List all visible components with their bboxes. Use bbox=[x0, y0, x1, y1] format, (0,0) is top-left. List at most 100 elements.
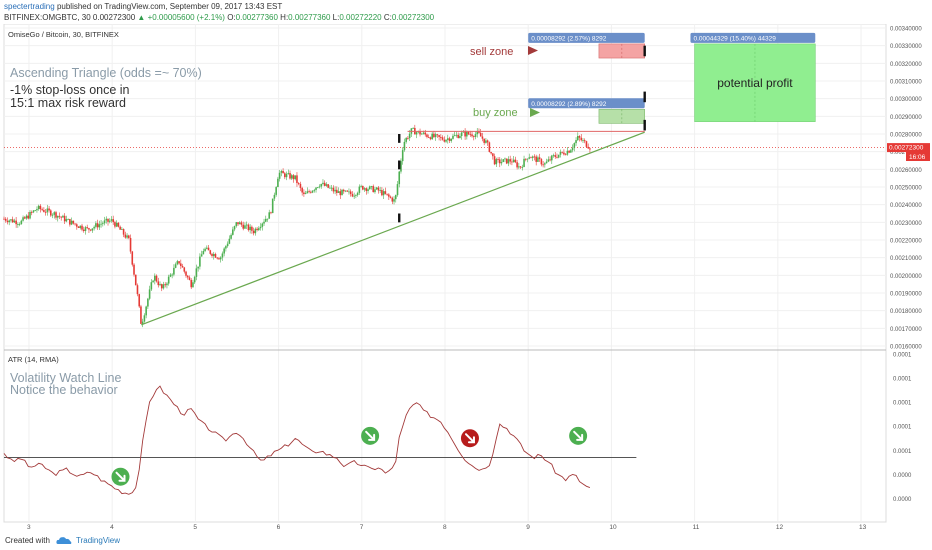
high-label: H: bbox=[280, 13, 289, 22]
tradingview-cloud-icon bbox=[56, 537, 72, 544]
candle-body bbox=[226, 243, 229, 247]
candle-body bbox=[238, 222, 241, 225]
time-tick-label: 3 bbox=[27, 524, 31, 531]
candle-body bbox=[15, 220, 17, 225]
atr-axis[interactable]: 0.0001 0.0001 0.0001 0.0001 0.0001 0.0000 0.00… bbox=[893, 353, 912, 503]
candle-body bbox=[443, 139, 446, 142]
candle-body bbox=[391, 197, 394, 202]
candle-body bbox=[415, 132, 418, 135]
candle-body bbox=[43, 210, 45, 212]
candle-body bbox=[46, 208, 49, 213]
candle-body bbox=[497, 159, 499, 160]
candle-body bbox=[516, 162, 518, 168]
footer: Created with TradingView bbox=[0, 532, 932, 550]
candle-body bbox=[230, 234, 232, 239]
candle-body bbox=[299, 183, 302, 188]
candle-body bbox=[568, 150, 570, 153]
candle-body bbox=[318, 186, 321, 188]
candle-body bbox=[81, 225, 83, 230]
candle-body bbox=[492, 153, 494, 157]
candle-body bbox=[41, 209, 43, 211]
candle-body bbox=[115, 222, 118, 227]
candle-body bbox=[145, 306, 147, 316]
author-name[interactable]: spectertrading bbox=[4, 2, 55, 11]
candle-body bbox=[561, 151, 563, 153]
candle-body bbox=[290, 175, 293, 179]
time-tick-label: 12 bbox=[776, 524, 784, 531]
candle-body bbox=[552, 155, 555, 156]
candle-body bbox=[282, 170, 284, 174]
candle-body bbox=[160, 284, 163, 289]
candle-body bbox=[401, 150, 404, 162]
candle-body bbox=[141, 321, 144, 324]
candle-body bbox=[209, 250, 212, 254]
candle-body bbox=[65, 219, 68, 222]
candle-body bbox=[27, 215, 30, 219]
chart-canvas[interactable]: OmiseGo / Bitcoin, 30, BITFINEX ATR (14,… bbox=[0, 24, 932, 532]
candle-body bbox=[10, 219, 12, 221]
candle-body bbox=[459, 136, 461, 139]
candle-body bbox=[202, 250, 205, 255]
candle-body bbox=[32, 210, 35, 213]
candle-body bbox=[479, 132, 482, 137]
candle-body bbox=[453, 135, 456, 137]
candle-body bbox=[533, 156, 536, 158]
candle-body bbox=[559, 151, 562, 155]
candle-body bbox=[583, 140, 586, 142]
candle-body bbox=[6, 220, 9, 223]
candle-body bbox=[500, 162, 503, 164]
arrow-glyph bbox=[573, 430, 584, 441]
candle-body bbox=[486, 140, 489, 143]
candle-body bbox=[254, 228, 257, 234]
low-label: L: bbox=[332, 13, 340, 22]
candle-body bbox=[550, 155, 553, 161]
price-axis[interactable]: 0.00340000 0.00330000 0.00320000 0.00310000… bbox=[890, 27, 922, 351]
close-label: C: bbox=[383, 13, 392, 22]
candle-body bbox=[98, 224, 101, 228]
candle-body bbox=[62, 215, 64, 218]
candle-body bbox=[353, 195, 355, 197]
price-tick-label: 0.00220000 bbox=[890, 239, 922, 245]
candle-body bbox=[197, 266, 199, 269]
candle-body bbox=[514, 159, 517, 163]
candle-body bbox=[389, 196, 392, 198]
candle-body bbox=[504, 158, 506, 160]
candle-body bbox=[180, 263, 182, 266]
price-tick-label: 0.00210000 bbox=[890, 256, 922, 262]
candle-body bbox=[152, 280, 154, 283]
candle-body bbox=[547, 159, 550, 162]
candle-body bbox=[457, 134, 459, 139]
atr-markers bbox=[111, 426, 588, 486]
candle-body bbox=[407, 137, 409, 139]
candle-body bbox=[342, 189, 345, 192]
candle-body bbox=[3, 218, 5, 220]
candle-body bbox=[214, 253, 217, 258]
candle-body bbox=[271, 198, 274, 214]
candle-body bbox=[225, 246, 227, 249]
candle-body bbox=[157, 281, 160, 286]
tradingview-brand[interactable]: TradingView bbox=[76, 536, 121, 545]
atr-tick-label: 0.0000 bbox=[893, 497, 912, 503]
atr-pane-title: ATR (14, RMA) bbox=[8, 355, 59, 364]
candle-body bbox=[287, 173, 290, 174]
candle-body bbox=[316, 187, 319, 189]
candle-body bbox=[431, 133, 433, 140]
candle-body bbox=[89, 229, 92, 231]
candle-body bbox=[374, 189, 376, 193]
current-price-value: 0.00272300 bbox=[889, 145, 924, 152]
time-axis[interactable]: 3 4 5 6 7 8 9 10 11 12 13 bbox=[27, 524, 867, 531]
candle-body bbox=[221, 253, 224, 258]
candle-body bbox=[478, 131, 480, 133]
candle-body bbox=[245, 224, 248, 226]
candle-body bbox=[310, 191, 312, 193]
candle-body bbox=[218, 258, 220, 260]
candle-body bbox=[249, 226, 251, 231]
drawn-lines bbox=[141, 45, 646, 326]
candle-body bbox=[207, 247, 210, 251]
candle-body bbox=[173, 267, 175, 275]
candle-body bbox=[143, 315, 146, 322]
price-tick-label: 0.00250000 bbox=[890, 186, 922, 192]
arrow-glyph bbox=[115, 471, 126, 482]
candle-body bbox=[95, 223, 97, 227]
close-value: 0.00272300 bbox=[391, 13, 435, 22]
